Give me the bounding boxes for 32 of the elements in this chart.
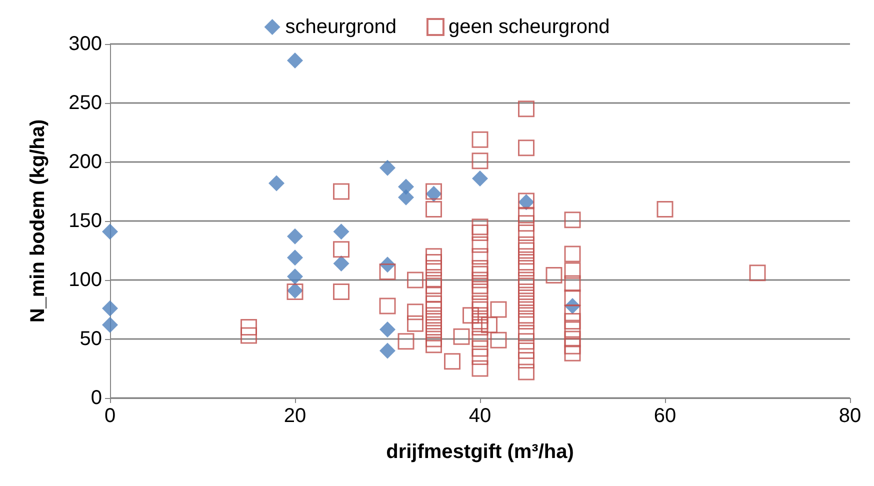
legend-label: scheurgrond [285, 16, 396, 38]
point [380, 342, 396, 359]
point [102, 316, 118, 333]
point [102, 300, 118, 316]
y-tick-label: 150 [68, 210, 102, 232]
x-tick-label: 20 [284, 405, 306, 427]
x-tick-label: 0 [104, 405, 116, 427]
x-tick-label: 40 [468, 405, 492, 427]
point [380, 322, 396, 338]
y-tick-label: 300 [68, 33, 102, 55]
point [333, 224, 350, 240]
point [472, 170, 488, 187]
x-tick-label: 60 [654, 405, 676, 427]
x-axis-title: drijfmestgift (m³/ha) [386, 441, 574, 463]
point [333, 255, 350, 272]
point [398, 189, 414, 206]
point [287, 52, 303, 69]
y-tick-label: 0 [90, 387, 102, 409]
legend-label: geen scheurgrond [448, 16, 610, 38]
y-tick-label: 50 [80, 328, 102, 350]
point [426, 186, 442, 202]
y-tick-label: 200 [68, 151, 102, 173]
point [380, 160, 396, 176]
point [287, 250, 303, 266]
y-tick-label: 100 [68, 269, 102, 291]
point [287, 268, 303, 284]
x-tick-label: 80 [838, 405, 862, 427]
y-tick-label: 250 [68, 92, 102, 114]
point [287, 228, 303, 244]
y-axis-title: N_min bodem (kg/ha) [27, 119, 49, 323]
point [268, 175, 284, 192]
point [102, 224, 118, 240]
